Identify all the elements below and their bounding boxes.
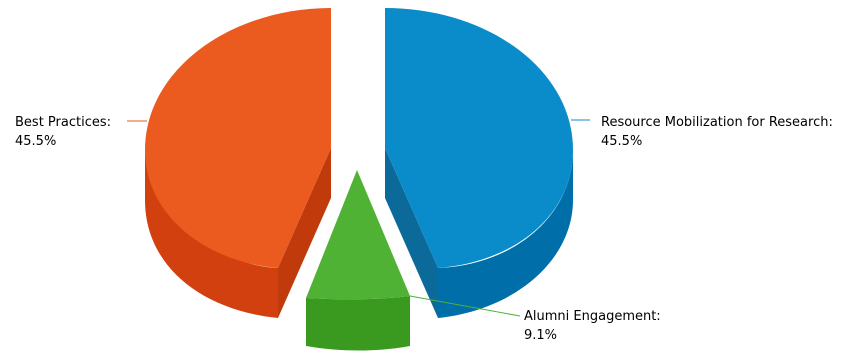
slice-alumni-top xyxy=(306,170,410,300)
label-alumni-name: Alumni Engagement: xyxy=(524,309,661,324)
slice-best-practices[interactable] xyxy=(145,8,331,318)
slice-alumni-engagement[interactable] xyxy=(306,170,410,351)
slice-resource-inner-side xyxy=(385,148,438,318)
slice-resource-mobilization[interactable] xyxy=(385,8,573,318)
connector-line-alumni xyxy=(409,295,521,317)
slice-resource-side xyxy=(438,150,573,318)
label-best-practices-value: 45.5% xyxy=(15,134,56,149)
label-best-practices-name: Best Practices: xyxy=(15,115,111,130)
slice-best-practices-inner-side xyxy=(278,148,331,318)
label-resource-value: 45.5% xyxy=(601,134,642,149)
slice-alumni-side xyxy=(306,296,410,351)
label-resource-name: Resource Mobilization for Research: xyxy=(601,115,833,130)
label-alumni-value: 9.1% xyxy=(524,328,557,343)
slice-best-practices-top xyxy=(145,8,331,268)
slice-best-practices-side xyxy=(145,150,278,318)
slice-resource-top xyxy=(385,8,573,268)
